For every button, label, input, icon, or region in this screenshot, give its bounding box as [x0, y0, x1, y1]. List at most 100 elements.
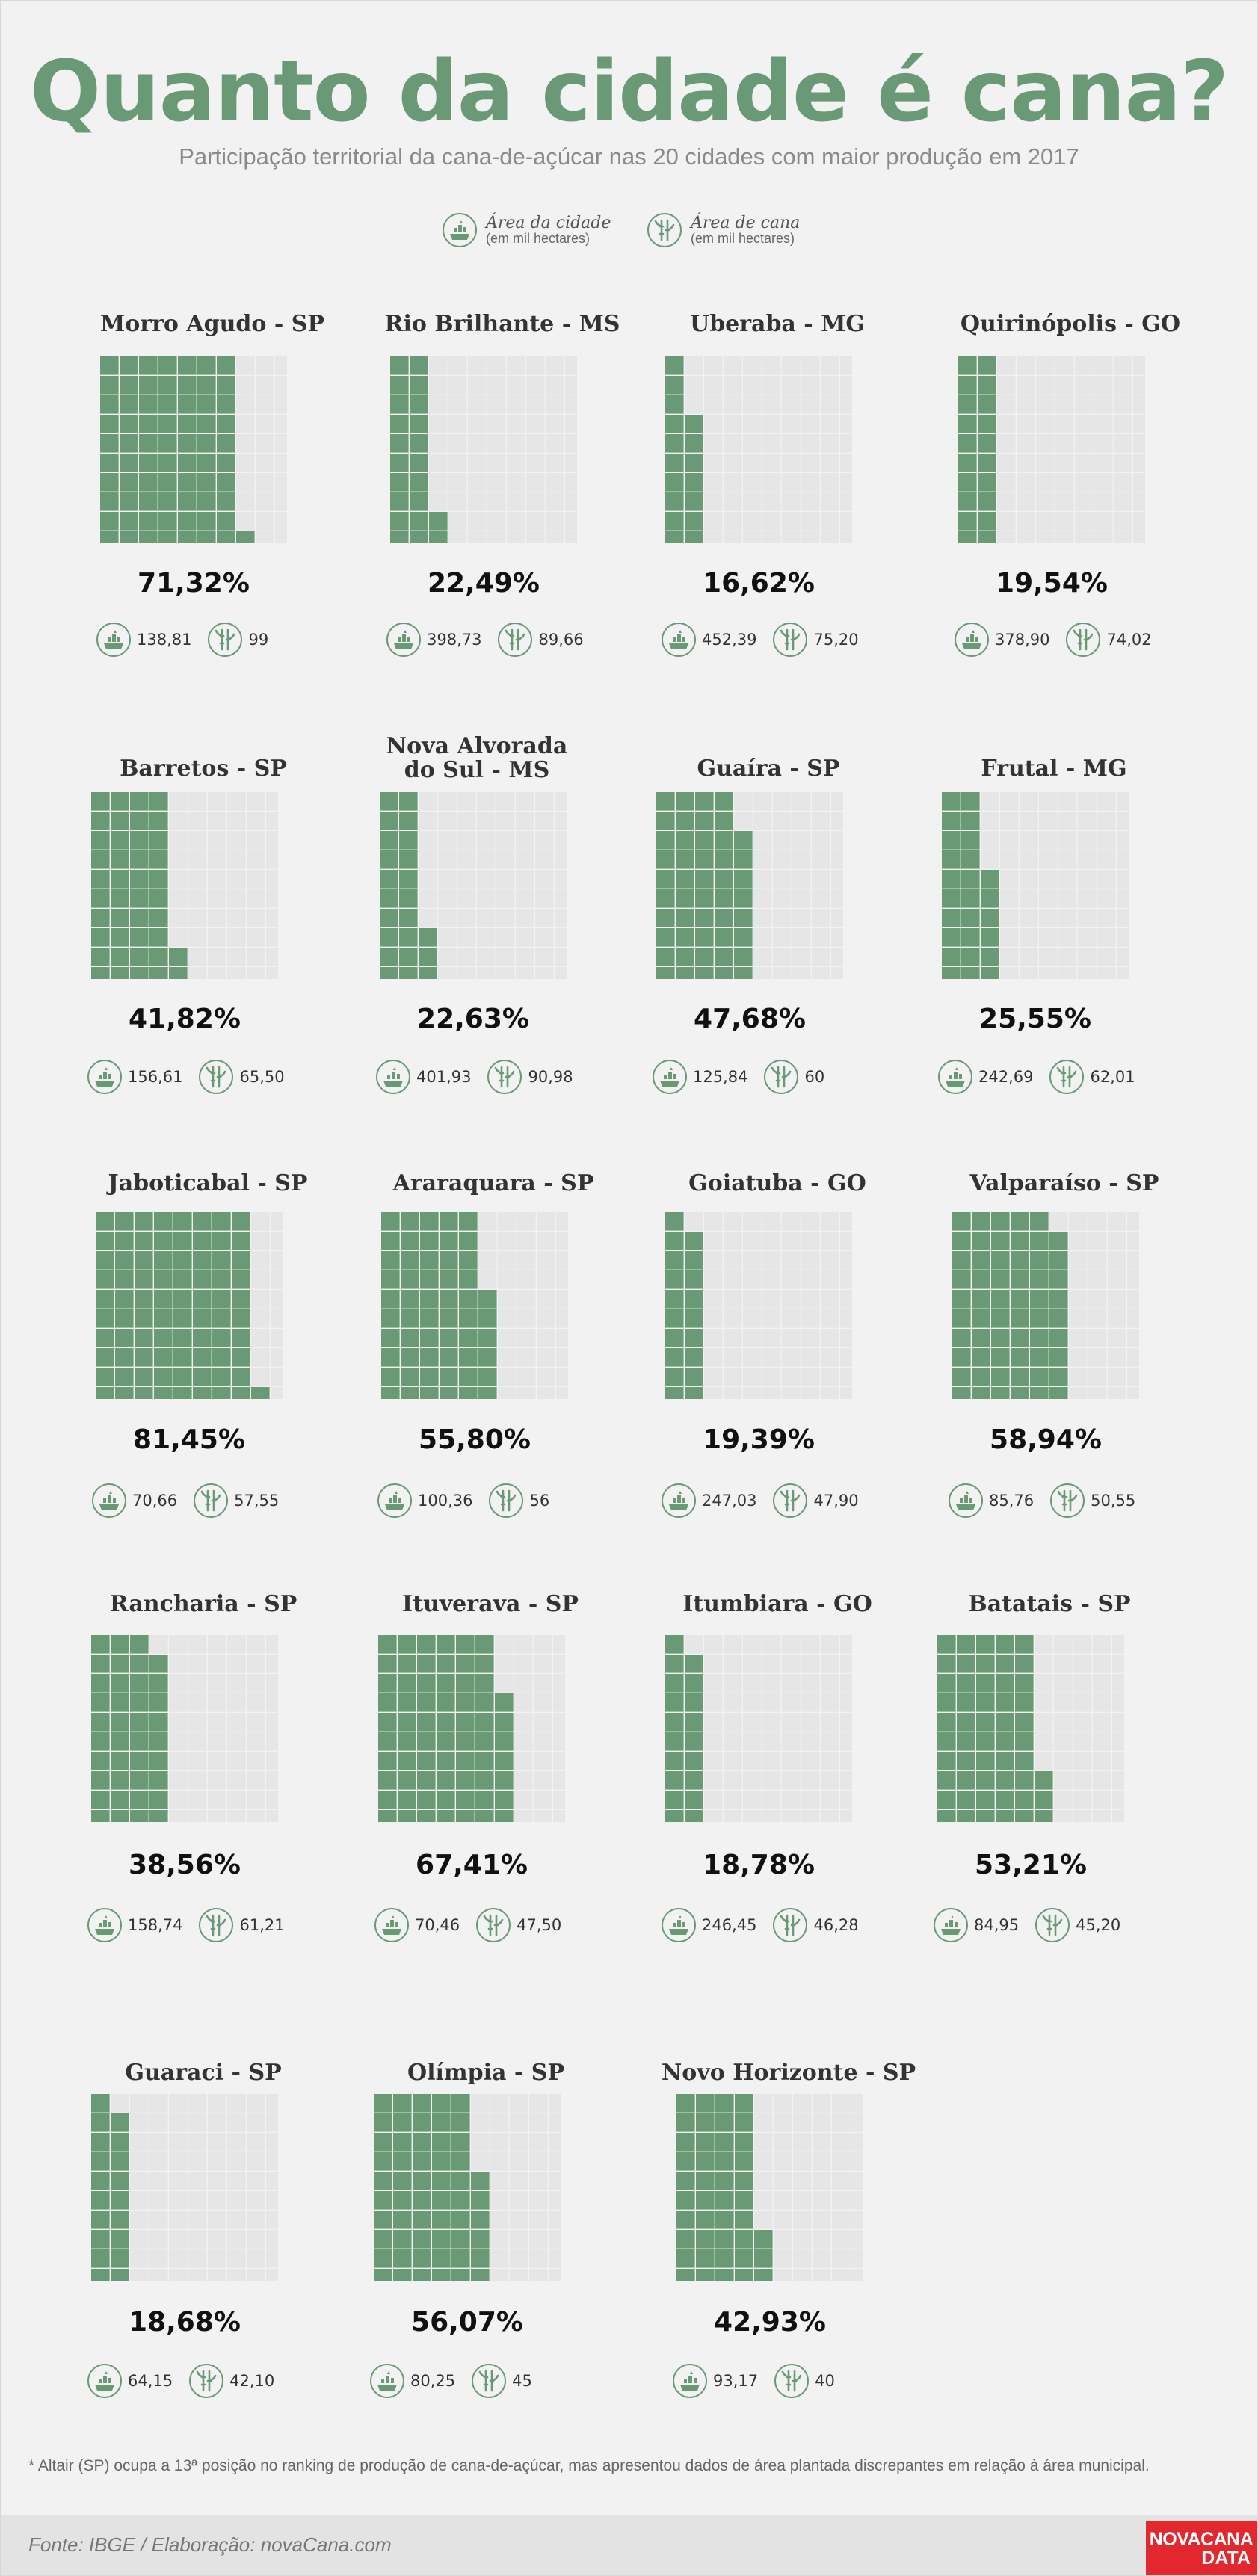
waffle-cell-cane — [100, 395, 119, 414]
waffle-cell-empty — [773, 850, 792, 869]
city-icon — [653, 1060, 687, 1094]
waffle-cell-empty — [1078, 831, 1097, 850]
waffle-cell-empty — [801, 1387, 820, 1399]
waffle-cell-cane — [715, 2230, 734, 2249]
waffle-cell-empty — [490, 2249, 509, 2268]
waffle-cell-cane — [111, 2133, 129, 2152]
waffle-cell-empty — [724, 395, 742, 414]
waffle-cell-empty — [549, 2113, 561, 2132]
waffle-cell-empty — [1036, 454, 1055, 472]
waffle-cell-cane — [958, 356, 977, 375]
waffle-cell-empty — [1097, 792, 1116, 811]
waffle-cell-cane — [991, 1348, 1010, 1367]
waffle-cell-empty — [534, 1674, 552, 1693]
waffle-cell-empty — [496, 967, 515, 979]
waffle-cell-cane — [696, 2113, 715, 2132]
waffle-cell-empty — [1114, 473, 1132, 492]
waffle-cell-cane — [665, 1290, 684, 1309]
waffle-cell-empty — [1017, 356, 1035, 375]
waffle-cell-empty — [821, 1212, 839, 1231]
waffle-cell-empty — [1097, 870, 1116, 889]
waffle-cell-cane — [1015, 1791, 1034, 1809]
waffle-cell-cane — [495, 1732, 514, 1751]
waffle-cell-empty — [1055, 492, 1074, 511]
waffle-cell-empty — [188, 2249, 207, 2268]
waffle-cell-cane — [715, 2191, 734, 2210]
waffle-cell-cane — [942, 812, 961, 830]
waffle-cell-empty — [208, 1655, 226, 1673]
waffle-cell-cane — [111, 870, 129, 889]
waffle-cell-empty — [477, 889, 496, 908]
city-icon — [662, 623, 696, 657]
waffle-cell-empty — [247, 2211, 265, 2229]
waffle-cell-cane — [417, 1635, 436, 1654]
waffle-cell-empty — [251, 1232, 270, 1250]
waffle-svg — [381, 1212, 568, 1399]
waffle-cell-empty — [1093, 1810, 1111, 1822]
waffle-cell-cane — [937, 1791, 956, 1809]
waffle-cell-cane — [937, 1655, 956, 1673]
waffle-cell-cane — [381, 1290, 400, 1309]
waffle-cell-cane — [130, 870, 149, 889]
waffle-cell-empty — [782, 1693, 801, 1712]
waffle-cell-cane — [961, 870, 980, 889]
waffle-cell-empty — [1058, 792, 1077, 811]
waffle-cell-cane — [139, 395, 158, 414]
waffle-cell-empty — [774, 2230, 792, 2249]
waffle-cell-cane — [456, 1752, 475, 1770]
waffle-cell-cane — [115, 1309, 134, 1328]
waffle-cell-cane — [459, 1387, 478, 1399]
waffle-cell-cane — [478, 1309, 497, 1328]
city-area-value: 138,81 — [137, 631, 192, 649]
waffle-cell-cane — [398, 1791, 416, 1809]
waffle-cell-empty — [247, 2094, 265, 2113]
waffle-cell-cane — [440, 1251, 458, 1270]
waffle-cell-empty — [793, 2152, 812, 2171]
waffle-cell-empty — [537, 1290, 555, 1309]
cane-percent: 55,80% — [419, 1424, 531, 1455]
waffle-cell-empty — [743, 376, 762, 395]
waffle-cell-empty — [840, 1232, 852, 1250]
waffle-cell-cane — [115, 1251, 134, 1270]
waffle-cell-cane — [685, 1309, 703, 1328]
waffle-cell-cane — [130, 1810, 149, 1822]
waffle-cell-empty — [1075, 395, 1094, 414]
waffle-cell-cane — [401, 1309, 419, 1328]
waffle-cell-empty — [227, 928, 246, 947]
waffle-cell-cane — [378, 1674, 397, 1693]
waffle-cell-cane — [401, 1329, 419, 1347]
waffle-cell-empty — [526, 531, 545, 543]
waffle-cell-cane — [432, 2094, 451, 2113]
waffle-cell-empty — [1127, 1290, 1139, 1309]
waffle-cell-empty — [743, 1309, 762, 1328]
waffle-cell-cane — [111, 2211, 129, 2229]
waffle-cell-cane — [111, 2172, 129, 2190]
waffle-cell-cane — [419, 928, 437, 947]
waffle-cell-cane — [471, 2269, 490, 2281]
waffle-cell-cane — [91, 1674, 110, 1693]
waffle-cell-empty — [507, 492, 525, 511]
waffle-cell-empty — [1039, 812, 1058, 830]
waffle-cell-cane — [676, 2269, 695, 2281]
waffle-cell-cane — [976, 1635, 995, 1654]
waffle-cell-cane — [696, 2133, 715, 2152]
waffle-cell-cane — [420, 1270, 439, 1289]
waffle-cell-empty — [526, 395, 545, 414]
waffle-cell-empty — [169, 2172, 188, 2190]
waffle-cell-empty — [149, 2230, 168, 2249]
waffle-cell-empty — [1114, 395, 1132, 414]
waffle-cell-cane — [958, 376, 977, 395]
waffle-cell-cane — [1030, 1251, 1049, 1270]
waffle-cell-empty — [754, 2094, 773, 2113]
waffle-cell-empty — [271, 1348, 283, 1367]
waffle-cell-empty — [507, 376, 525, 395]
waffle-cell-empty — [801, 1674, 820, 1693]
waffle-cell-empty — [753, 870, 772, 889]
area-values: 247,03 47,90 — [662, 1483, 875, 1518]
waffle-cell-cane — [475, 1771, 494, 1790]
waffle-cell-empty — [477, 870, 496, 889]
waffle-cell-empty — [275, 492, 287, 511]
city-area-value: 242,69 — [978, 1068, 1034, 1086]
waffle-cell-cane — [111, 2113, 129, 2132]
waffle-cell-empty — [1035, 1693, 1053, 1712]
